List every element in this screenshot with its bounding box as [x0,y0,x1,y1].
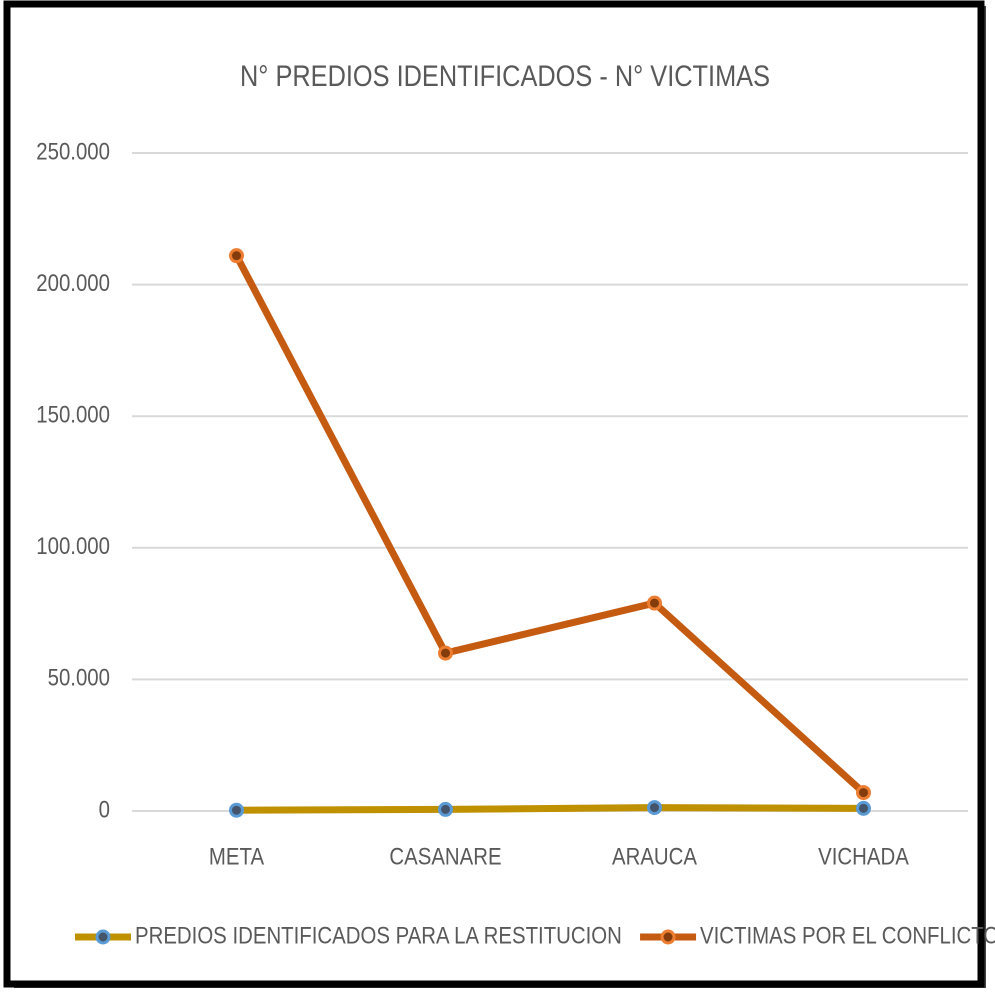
y-tick-label: 200.000 [36,269,110,296]
marker [229,248,244,264]
x-tick-label: META [209,843,264,870]
series-line [236,804,864,814]
marker [438,801,453,817]
marker [647,595,662,611]
y-tick-label: 0 [99,796,110,823]
marker [438,645,453,661]
legend-label: VICTIMAS POR EL CONFLICTO [700,922,995,949]
marker [647,800,662,816]
frame [3,0,985,988]
x-tick-label: ARAUCA [612,843,697,870]
legend-label: PREDIOS IDENTIFICADOS PARA LA RESTITUCIO… [135,922,622,949]
y-tick-label: 50.000 [48,664,110,691]
marker [229,802,244,818]
legend-marker [660,929,676,945]
y-tick-label: 150.000 [36,401,110,428]
x-tick-label: VICHADA [818,843,909,870]
y-tick-label: 250.000 [36,138,110,165]
y-tick-label: 100.000 [36,533,110,560]
marker [856,800,871,816]
series-line [233,254,866,796]
marker [856,785,871,801]
legend-marker [95,929,111,945]
chart-title: N° PREDIOS IDENTIFICADOS - N° VICTIMAS [240,60,770,93]
x-tick-label: CASANARE [389,843,501,870]
